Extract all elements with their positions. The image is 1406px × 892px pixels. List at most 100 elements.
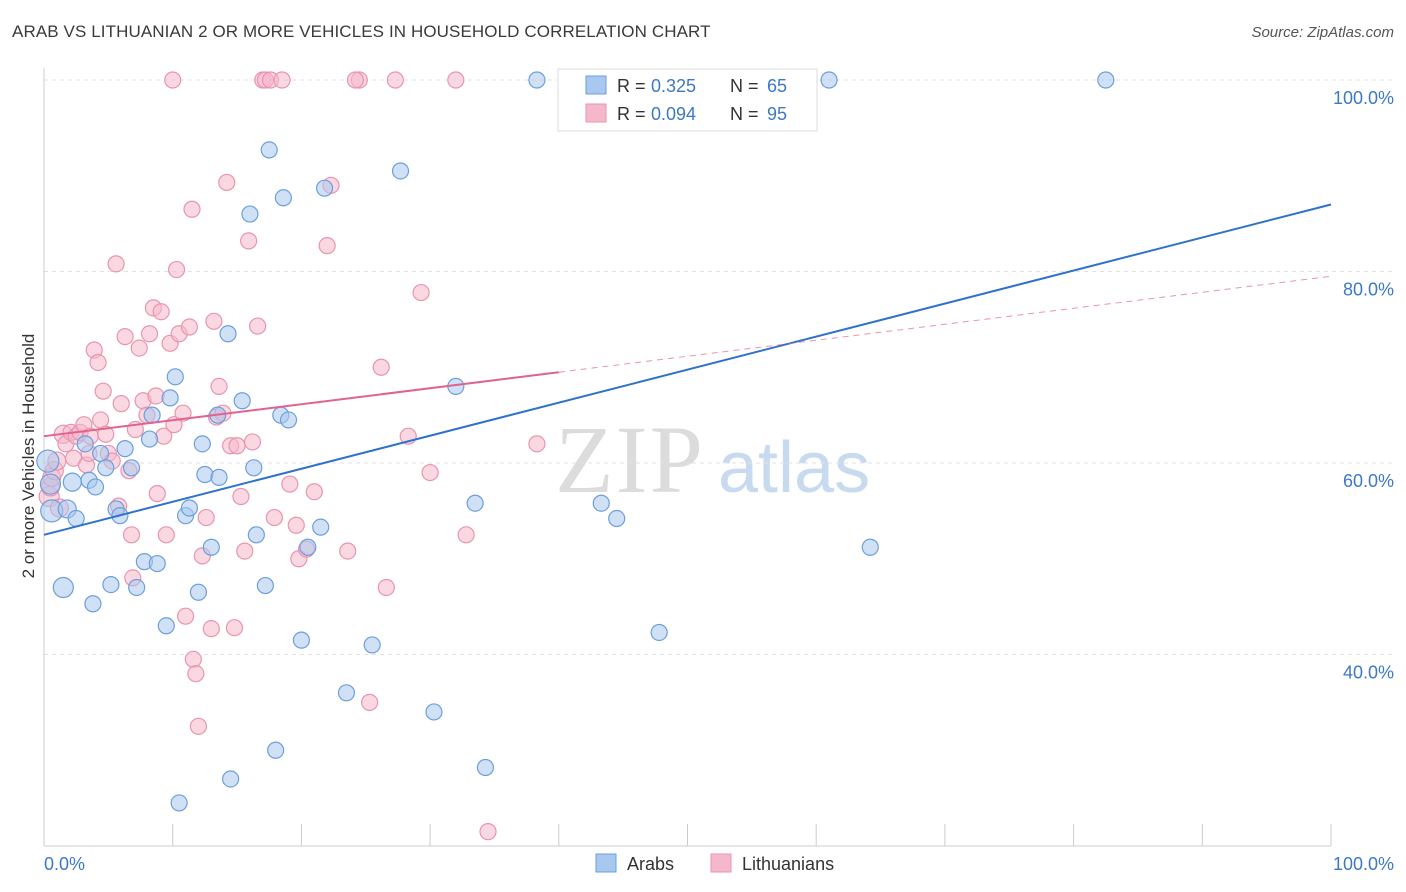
arabs-point (170, 794, 188, 812)
arabs-point (52, 576, 74, 599)
legend-lith-r-value: 0.094 (651, 104, 696, 124)
arabs-point (219, 325, 237, 343)
watermark-zip: ZIP (555, 406, 705, 513)
arabs-point (233, 392, 251, 410)
lithuanians-point (174, 404, 192, 422)
arabs-point (650, 623, 668, 642)
watermark-atlas: atlas (718, 428, 870, 508)
arabs-point (128, 578, 146, 597)
legend-arabs-n-label: N = (730, 76, 759, 96)
lithuanians-point (346, 71, 365, 89)
arabs-point (466, 494, 484, 512)
arabs-point (210, 468, 228, 486)
lithuanians-point (183, 200, 201, 218)
lithuanians-point (236, 542, 254, 560)
arabs-point (245, 459, 263, 477)
arabs-point (274, 189, 292, 207)
lithuanians-point (92, 411, 110, 429)
arabs-point (148, 554, 166, 573)
arabs-point (425, 703, 443, 721)
arabs-point (312, 518, 330, 536)
arabs-point (92, 444, 110, 463)
arabs-point (84, 595, 102, 613)
arabs-point (143, 406, 161, 424)
lithuanians-trend-line (43, 371, 559, 438)
y-tick-label: 60.0% (1343, 471, 1394, 491)
lithuanians-point (361, 693, 379, 711)
legend-lith-r-label: R = (617, 104, 646, 124)
arabs-point (256, 576, 274, 595)
lithuanians-trend-line-extension (558, 275, 1332, 373)
arabs-point (391, 162, 410, 180)
lithuanians-point (240, 232, 258, 250)
lithuanians-points (38, 71, 546, 841)
lithuanians-point (232, 487, 250, 506)
arabs-point (267, 741, 285, 759)
arabs-point (861, 538, 879, 556)
arabs-points (36, 71, 1115, 812)
lithuanians-point (107, 255, 125, 273)
source-note: Source: ZipAtlas.com (1251, 24, 1394, 41)
x-ticks (172, 824, 1332, 846)
arabs-point (76, 435, 94, 453)
lithuanians-point (202, 620, 220, 638)
lithuanians-point (447, 71, 465, 89)
lithuanians-point (189, 717, 208, 735)
bottom-legend-arabs-swatch (595, 853, 617, 873)
legend-lith-n-label: N = (730, 104, 759, 124)
arabs-point (161, 389, 179, 407)
lithuanians-point (457, 526, 475, 544)
lithuanians-point (130, 339, 148, 357)
legend-arabs-swatch (585, 75, 607, 95)
chart-title: ARAB VS LITHUANIAN 2 OR MORE VEHICLES IN… (12, 22, 711, 41)
lithuanians-point (218, 173, 236, 192)
bottom-legend-lith-label: Lithuanians (742, 854, 834, 874)
arabs-point (315, 179, 334, 197)
arabs-point (279, 411, 298, 429)
lithuanians-point (112, 395, 130, 413)
legend-arabs-r-value: 0.325 (651, 76, 696, 96)
lithuanians-point (122, 526, 141, 544)
y-tick-label: 100.0% (1333, 88, 1394, 108)
arabs-point (180, 499, 199, 517)
arabs-point (363, 636, 381, 654)
lithuanians-point (167, 260, 186, 279)
y-tick-label: 40.0% (1343, 663, 1394, 683)
arabs-point (337, 684, 356, 702)
lithuanians-point (228, 437, 246, 455)
arabs-point (222, 770, 240, 788)
arabs-point (476, 758, 495, 777)
series-legend: Arabs Lithuanians (595, 853, 834, 874)
lithuanians-point (479, 823, 497, 841)
lithuanians-point (140, 325, 159, 343)
trend-lines (43, 203, 1332, 536)
arabs-point (820, 71, 838, 89)
lithuanians-point (152, 303, 170, 321)
bottom-legend-arabs-label: Arabs (627, 854, 674, 874)
y-axis-title: 2 or more Vehicles in Household (19, 334, 38, 579)
arabs-point (202, 538, 220, 556)
legend-lith-n-value: 95 (767, 104, 787, 124)
arabs-point (116, 440, 134, 458)
lithuanians-point (339, 542, 357, 560)
lithuanians-point (164, 71, 182, 89)
lithuanians-point (94, 382, 112, 400)
arabs-point (260, 141, 278, 159)
arabs-point (97, 459, 115, 477)
lithuanians-point (184, 650, 202, 668)
gridlines (44, 79, 1394, 655)
lithuanians-point (176, 607, 195, 625)
legend-arabs-r-label: R = (617, 76, 646, 96)
x-max-label: 100.0% (1333, 854, 1394, 874)
lithuanians-point (225, 619, 244, 637)
arabs-point (157, 617, 175, 635)
arabs-point (608, 509, 626, 528)
arabs-trend-line (43, 203, 1332, 536)
lithuanians-point (287, 516, 305, 534)
legend-arabs-n-value: 65 (767, 76, 787, 96)
arabs-point (1097, 71, 1115, 89)
arabs-point (193, 435, 211, 453)
lithuanians-point (305, 483, 323, 501)
bottom-legend-lith-swatch (710, 853, 732, 873)
